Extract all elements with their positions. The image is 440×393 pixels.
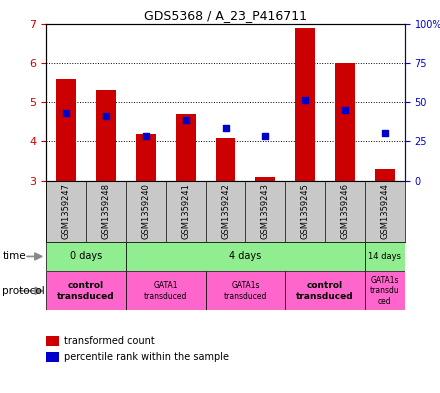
Bar [46,271,126,310]
Bar [56,79,76,181]
Text: GATA1
transduced: GATA1 transduced [144,281,187,301]
Bar [375,169,395,181]
Bar [335,63,355,181]
Text: GSM1359244: GSM1359244 [380,183,389,239]
Text: percentile rank within the sample: percentile rank within the sample [64,352,229,362]
Point [381,130,389,136]
Text: GSM1359242: GSM1359242 [221,183,230,239]
Text: control
transduced: control transduced [57,281,115,301]
Text: GATA1s
transduced: GATA1s transduced [224,281,267,301]
Text: 4 days: 4 days [229,252,261,261]
Text: transformed count: transformed count [64,336,154,346]
Bar [136,134,156,181]
Bar [46,242,126,271]
Text: GATA1s
transdu
ced: GATA1s transdu ced [370,276,400,306]
Point [341,107,348,113]
Bar [365,242,405,271]
Bar [255,177,275,181]
Bar [205,271,285,310]
Text: GSM1359247: GSM1359247 [62,183,71,239]
Text: GSM1359245: GSM1359245 [301,183,310,239]
Bar [365,271,405,310]
Bar [216,138,235,181]
Bar [176,114,196,181]
Text: GSM1359241: GSM1359241 [181,183,190,239]
Point [302,97,309,103]
Point [222,125,229,131]
Text: 14 days: 14 days [368,252,401,261]
Point [142,133,149,140]
Text: protocol: protocol [2,286,45,296]
Point [182,117,189,123]
Text: control
transduced: control transduced [296,281,354,301]
Text: 0 days: 0 days [70,252,102,261]
Bar [96,90,116,181]
Text: GSM1359243: GSM1359243 [261,183,270,239]
Point [62,110,70,116]
Bar [295,28,315,181]
Point [103,113,110,119]
Title: GDS5368 / A_23_P416711: GDS5368 / A_23_P416711 [144,9,307,22]
Bar [126,242,365,271]
Text: GSM1359240: GSM1359240 [141,183,150,239]
Text: time: time [2,252,26,261]
Bar [126,271,205,310]
Point [262,132,269,139]
Text: GSM1359246: GSM1359246 [341,183,349,239]
Bar [285,271,365,310]
Text: GSM1359248: GSM1359248 [102,183,110,239]
